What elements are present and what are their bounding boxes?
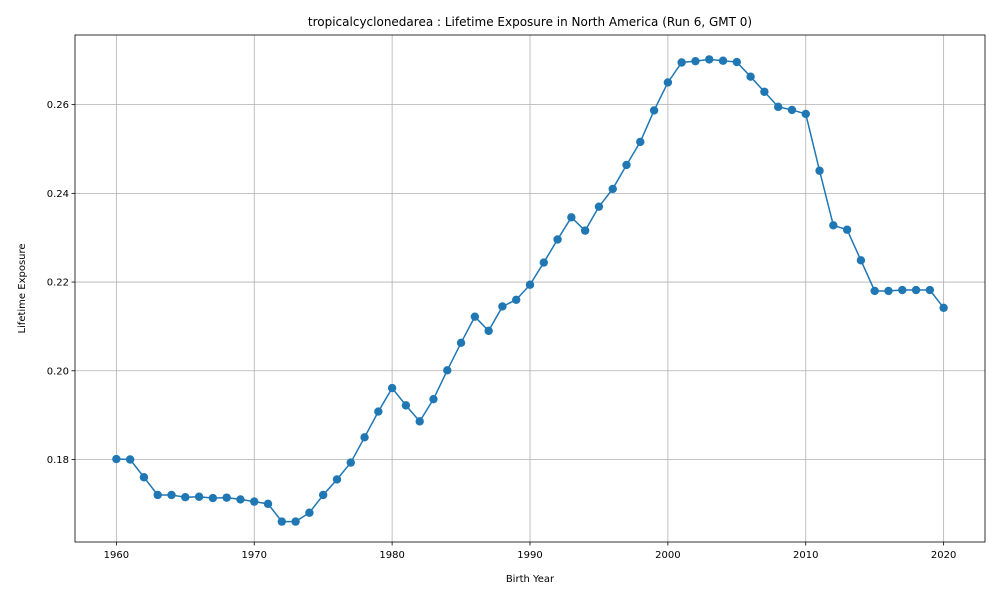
- x-tick-label: 1980: [379, 550, 404, 561]
- data-point: [263, 499, 273, 509]
- data-point: [663, 78, 673, 87]
- data-point: [387, 383, 397, 393]
- data-point: [705, 55, 714, 64]
- data-point: [760, 87, 769, 96]
- data-point: [622, 160, 631, 170]
- data-point: [815, 166, 824, 175]
- y-tick-label: 0.26: [47, 100, 69, 111]
- x-tick-label: 1970: [242, 550, 267, 561]
- data-point: [829, 221, 838, 230]
- data-point: [277, 517, 287, 526]
- data-point: [636, 137, 645, 147]
- y-tick-label: 0.18: [47, 455, 69, 466]
- data-point: [167, 490, 176, 500]
- data-point: [125, 455, 135, 464]
- data-point: [208, 493, 218, 503]
- data-point: [525, 280, 535, 289]
- data-point: [305, 508, 314, 517]
- data-point: [374, 407, 383, 416]
- y-tick-label: 0.22: [47, 278, 69, 289]
- data-point: [732, 57, 742, 67]
- x-tick-label: 1960: [104, 550, 129, 561]
- x-axis-label: Birth Year: [506, 574, 555, 585]
- data-point: [911, 285, 921, 295]
- data-point: [484, 326, 493, 336]
- data-point: [222, 493, 231, 502]
- data-point: [112, 454, 121, 464]
- data-point: [346, 458, 355, 467]
- data-point: [181, 492, 190, 502]
- data-point: [456, 338, 466, 348]
- data-point: [691, 56, 700, 66]
- data-point: [870, 286, 879, 296]
- x-axis-ticks: 1960 1970 1980 1990 2000 2010 2020: [104, 542, 956, 561]
- data-point: [884, 286, 893, 296]
- data-point: [318, 490, 328, 500]
- data-point: [291, 517, 300, 526]
- data-point: [553, 235, 562, 244]
- data-point: [429, 394, 438, 404]
- x-tick-label: 2020: [931, 550, 956, 561]
- data-point: [512, 295, 521, 305]
- series-exposure: [112, 55, 948, 526]
- data-point: [539, 258, 548, 267]
- data-point: [580, 226, 590, 235]
- data-point: [801, 109, 810, 119]
- data-point: [236, 495, 245, 504]
- data-point: [608, 184, 617, 194]
- data-point: [787, 105, 797, 115]
- data-point: [139, 473, 149, 482]
- data-point: [842, 225, 852, 234]
- y-axis-label: Lifetime Exposure: [17, 243, 28, 333]
- data-point: [718, 56, 728, 65]
- chart-title: tropicalcyclonedarea : Lifetime Exposure…: [308, 15, 752, 29]
- data-point: [360, 433, 369, 442]
- data-point: [401, 401, 411, 410]
- data-point: [677, 58, 686, 67]
- y-tick-label: 0.20: [47, 366, 69, 377]
- grid-lines: [75, 35, 985, 542]
- data-point: [415, 417, 424, 426]
- data-point: [443, 366, 452, 375]
- data-point: [856, 256, 866, 265]
- data-point: [594, 202, 604, 211]
- x-tick-label: 2000: [655, 550, 680, 561]
- data-point: [194, 492, 204, 501]
- x-tick-label: 1990: [517, 550, 542, 561]
- data-point: [939, 303, 948, 312]
- data-point: [498, 302, 507, 311]
- data-point: [567, 213, 576, 222]
- data-point: [925, 285, 935, 295]
- data-point: [898, 285, 907, 295]
- data-point: [773, 102, 783, 112]
- data-point: [250, 497, 259, 506]
- data-point: [153, 490, 162, 500]
- data-point: [649, 106, 659, 115]
- data-point: [332, 475, 342, 484]
- y-axis-ticks: 0.18 0.20 0.22 0.24 0.26: [47, 100, 75, 466]
- data-point: [470, 312, 480, 321]
- y-tick-label: 0.24: [47, 189, 69, 200]
- x-tick-label: 2010: [793, 550, 818, 561]
- data-point: [746, 72, 755, 81]
